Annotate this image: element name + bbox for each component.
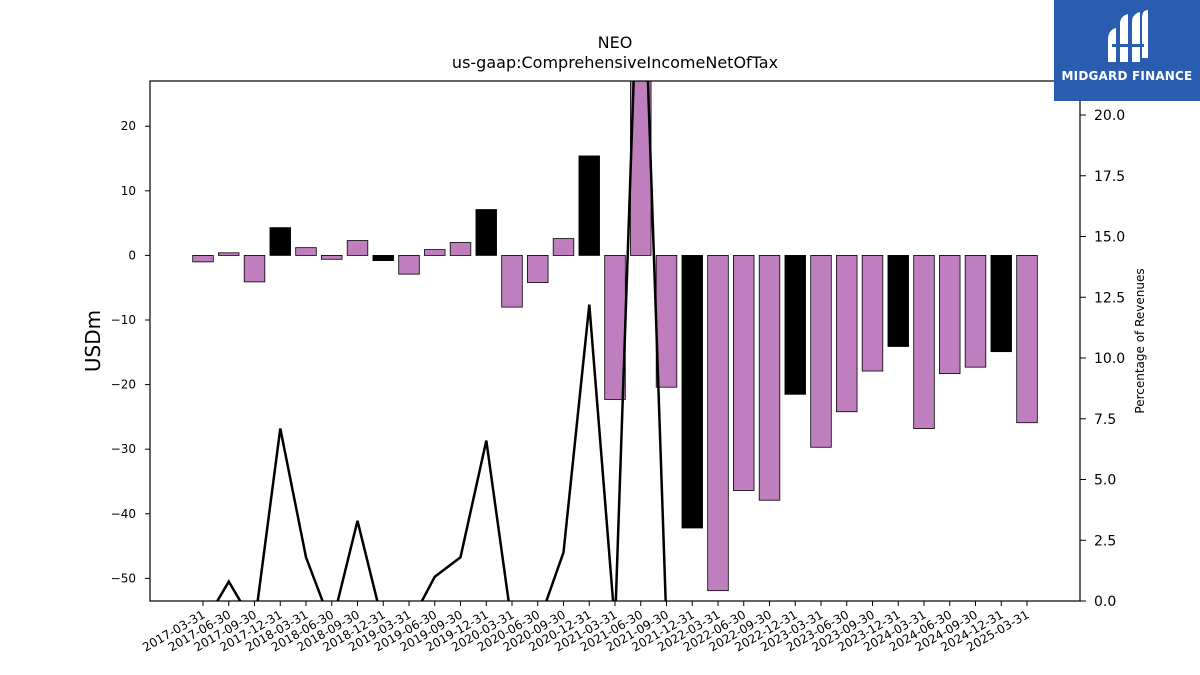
- line-group: [215, 81, 667, 601]
- y2-tick-label: 10.0: [1094, 351, 1125, 367]
- bar-2024-03-31: [913, 255, 935, 429]
- bar-2019-06-30: [424, 249, 446, 256]
- bar-2023-03-31: [810, 255, 832, 448]
- bar-2022-12-31: [784, 255, 806, 395]
- bar-2024-06-30: [939, 255, 961, 375]
- chart-title: NEO: [598, 33, 633, 52]
- bar-2023-06-30: [836, 255, 858, 413]
- y2-tick-label: 17.5: [1094, 169, 1125, 185]
- bar-2021-03-31: [604, 255, 626, 400]
- y-tick-label: −10: [111, 313, 136, 327]
- bar-2018-03-31: [295, 247, 317, 256]
- logo-mark-icon: [1108, 10, 1148, 62]
- bar-2017-06-30: [218, 252, 240, 256]
- y-tick-label: 0: [128, 248, 136, 262]
- bar-2022-03-31: [707, 255, 729, 592]
- midgard-finance-logo: MIDGARD FINANCE: [1054, 0, 1200, 101]
- bar-2017-09-30: [243, 255, 266, 283]
- bar-2020-06-30: [527, 255, 549, 283]
- y-axis-label: USDm: [81, 310, 105, 372]
- y-tick-label: 10: [121, 184, 136, 198]
- bar-2021-12-31: [681, 255, 703, 529]
- bar-2024-09-30: [964, 255, 987, 368]
- y2-tick-label: 20.0: [1094, 108, 1125, 124]
- y2-tick-label: 7.5: [1094, 412, 1116, 428]
- logo-text: MIDGARD FINANCE: [1061, 69, 1193, 83]
- bar-2019-03-31: [398, 255, 420, 275]
- bar-2018-09-30: [346, 240, 369, 256]
- y-tick-label: −30: [111, 442, 136, 456]
- bar-2020-12-31: [578, 155, 600, 256]
- y-tick-label: −50: [111, 571, 136, 585]
- bar-2020-09-30: [552, 238, 575, 256]
- chart-subtitle: us-gaap:ComprehensiveIncomeNetOfTax: [452, 53, 778, 72]
- y-tick-label: 20: [121, 119, 136, 133]
- bar-2020-03-31: [501, 255, 523, 308]
- bar-2021-09-30: [655, 255, 678, 388]
- x-axis-ticks: 2017-03-312017-06-302017-09-302017-12-31…: [140, 601, 1032, 654]
- bar-2022-09-30: [758, 255, 781, 501]
- y2-tick-label: 12.5: [1094, 290, 1125, 306]
- y2-tick-label: 0.0: [1094, 594, 1116, 610]
- y2-axis-label: Percentage of Revenues: [1133, 268, 1147, 413]
- bars-group: [192, 81, 1038, 592]
- y2-tick-label: 15.0: [1094, 230, 1125, 246]
- right-axis-ticks: 0.0 2.5 5.0 7.5 10.0 12.5 15.0 17.5 20.0: [1080, 108, 1125, 610]
- bar-2024-12-31: [990, 255, 1012, 353]
- bar-2017-12-31: [269, 227, 291, 256]
- bar-2018-06-30: [321, 255, 343, 260]
- bar-2018-12-31: [372, 255, 394, 261]
- revenue-percentage-line: [215, 81, 667, 601]
- left-axis-ticks: 20 10 0 −10 −20 −30 −40 −50: [111, 119, 150, 585]
- bar-2019-12-31: [475, 209, 497, 256]
- y2-tick-label: 5.0: [1094, 473, 1116, 489]
- bar-2023-09-30: [861, 255, 884, 372]
- y-tick-label: −20: [111, 378, 136, 392]
- bar-2017-03-31: [192, 255, 214, 263]
- bar-2023-12-31: [887, 255, 909, 347]
- y2-tick-label: 2.5: [1094, 533, 1116, 549]
- bar-2019-09-30: [449, 242, 472, 256]
- bar-2025-03-31: [1016, 255, 1038, 424]
- bar-2022-06-30: [733, 255, 755, 491]
- y-tick-label: −40: [111, 507, 136, 521]
